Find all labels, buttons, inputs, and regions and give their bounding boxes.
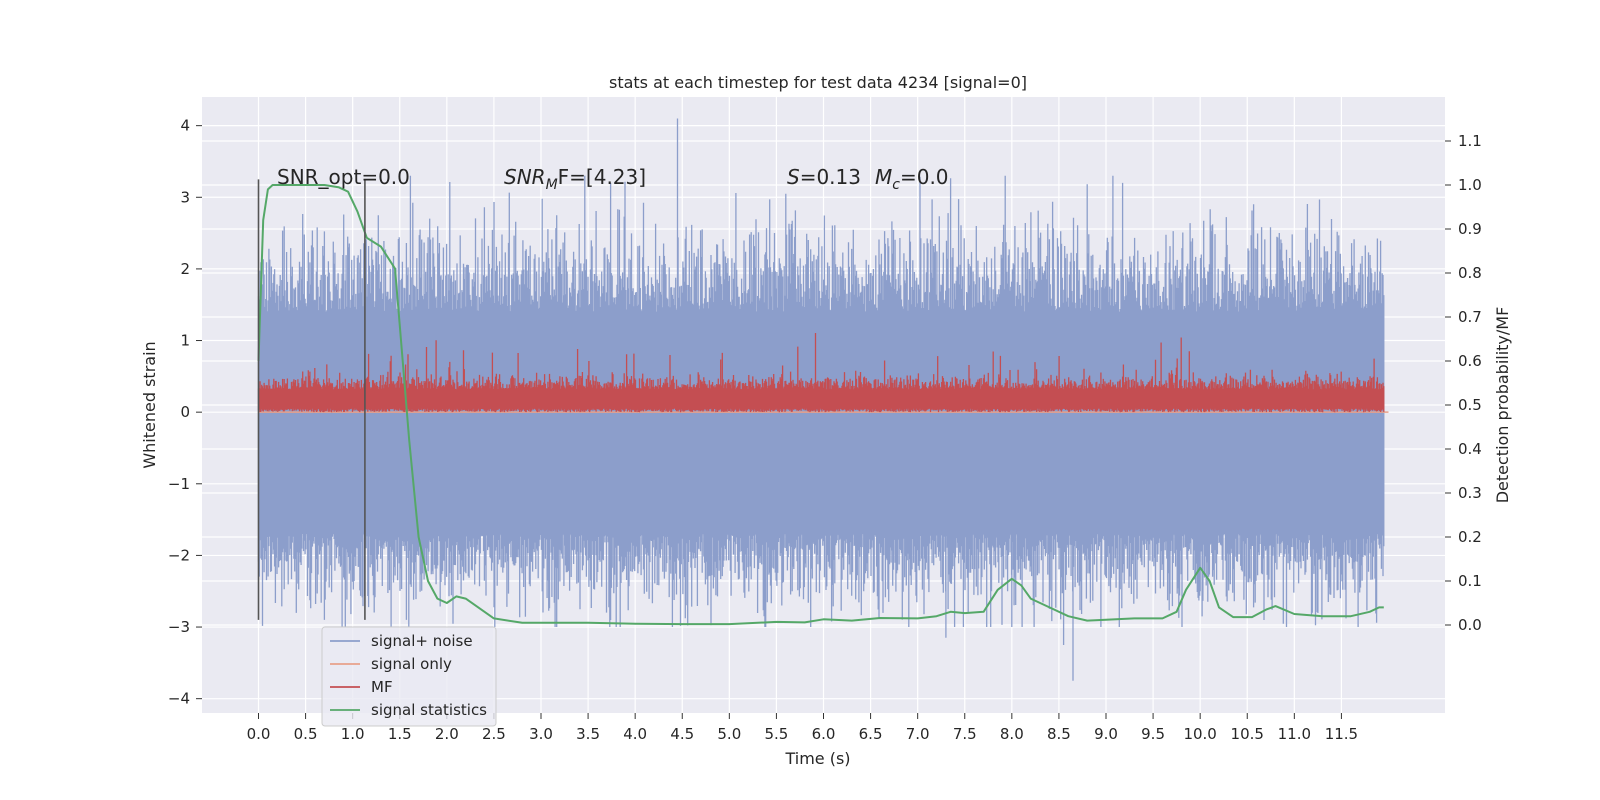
y-right-tick-label: 0.1 — [1458, 572, 1482, 590]
y-right-axis-ticks: 1.1 1.0 0.9 0.8 0.7 0.6 0.5 0.4 0.3 0.2 0.1 0.0 — [1445, 132, 1482, 634]
y-tick-label: −2 — [168, 546, 190, 564]
legend-label-signal-only: signal only — [371, 655, 452, 673]
snr-mf-annotation: SNRMF=[4.23] — [504, 165, 646, 193]
legend-label-mf: MF — [371, 678, 393, 696]
x-tick-label: 9.5 — [1141, 725, 1165, 743]
legend-box — [321, 626, 497, 727]
y-right-tick-label: 0.2 — [1458, 528, 1482, 546]
x-tick-label: 5.0 — [717, 725, 741, 743]
y-right-tick-label: 0.4 — [1458, 440, 1482, 458]
x-axis-ticks: 0.0 0.5 1.0 1.5 2.0 2.5 3.0 3.5 4.0 4.5 5.0 5.5 6.0 6… — [247, 713, 1358, 743]
vertical-markers — [257, 179, 366, 620]
y-right-tick-label: 1.1 — [1458, 132, 1482, 150]
x-tick-label: 11.5 — [1325, 725, 1358, 743]
x-tick-label: 0.0 — [247, 725, 271, 743]
y-right-tick-label: 0.6 — [1458, 352, 1482, 370]
snr-mf-sub: M — [546, 177, 558, 193]
snr-mf-prefix: SNR — [504, 165, 546, 189]
x-tick-label: 10.5 — [1231, 725, 1264, 743]
y-tick-label: −1 — [168, 475, 190, 493]
y-tick-label: 3 — [180, 188, 190, 206]
x-tick-label: 5.5 — [764, 725, 788, 743]
x-tick-label: 2.0 — [435, 725, 459, 743]
x-tick-label: 4.0 — [623, 725, 647, 743]
x-tick-label: 6.5 — [859, 725, 883, 743]
x-tick-label: 8.5 — [1047, 725, 1071, 743]
s-mc-annotation: S=0.13 Mc=0.0 — [787, 165, 949, 193]
y-right-tick-label: 0.9 — [1458, 220, 1482, 238]
x-tick-label: 7.5 — [953, 725, 977, 743]
y-right-tick-label: 0.8 — [1458, 264, 1482, 282]
x-axis-label: Time (s) — [784, 749, 850, 768]
chart-title: stats at each timestep for test data 423… — [609, 73, 1027, 92]
mc-sub: c — [892, 177, 900, 193]
y-right-tick-label: 1.0 — [1458, 176, 1482, 194]
y-axis-ticks: 4 3 2 1 0 −1 −2 −3 −4 — [168, 117, 202, 708]
x-tick-label: 8.0 — [1000, 725, 1024, 743]
x-tick-label: 9.0 — [1094, 725, 1118, 743]
y-tick-label: 2 — [180, 260, 190, 278]
y-tick-label: 1 — [180, 332, 190, 350]
s-value: =0.13 — [800, 165, 861, 189]
legend-label-signal-noise: signal+ noise — [371, 632, 473, 650]
series-signal-statistics — [257, 184, 1384, 626]
mc-value: =0.0 — [900, 165, 949, 189]
x-tick-label: 2.5 — [482, 725, 506, 743]
x-tick-label: 1.5 — [388, 725, 412, 743]
legend-label-signal-statistics: signal statistics — [371, 701, 487, 719]
y-tick-label: 4 — [180, 117, 190, 135]
x-tick-label: 3.0 — [529, 725, 553, 743]
y-tick-label: 0 — [180, 403, 190, 421]
y-right-tick-label: 0.5 — [1458, 396, 1482, 414]
x-tick-label: 11.0 — [1278, 725, 1311, 743]
x-tick-label: 10.0 — [1183, 725, 1216, 743]
y-right-tick-label: 0.7 — [1458, 308, 1482, 326]
x-tick-label: 1.0 — [341, 725, 365, 743]
snr-opt-annotation: SNR_opt=0.0 — [277, 165, 410, 189]
y-right-tick-label: 0.3 — [1458, 484, 1482, 502]
x-tick-label: 7.0 — [906, 725, 930, 743]
y-right-tick-label: 0.0 — [1458, 616, 1482, 634]
x-tick-label: 0.5 — [294, 725, 318, 743]
x-tick-label: 6.0 — [812, 725, 836, 743]
y-tick-label: −3 — [168, 618, 190, 636]
s-label: S — [787, 165, 800, 189]
legend: signal+ noise signal only MF signal stat… — [321, 626, 497, 727]
y-right-axis-label: Detection probability/MF — [1493, 307, 1512, 504]
snr-mf-suffix: F=[4.23] — [558, 165, 646, 189]
y-tick-label: −4 — [168, 690, 190, 708]
y-axis-label: Whitened strain — [140, 341, 159, 468]
mc-label: M — [875, 165, 892, 189]
x-tick-label: 4.5 — [670, 725, 694, 743]
x-tick-label: 3.5 — [576, 725, 600, 743]
